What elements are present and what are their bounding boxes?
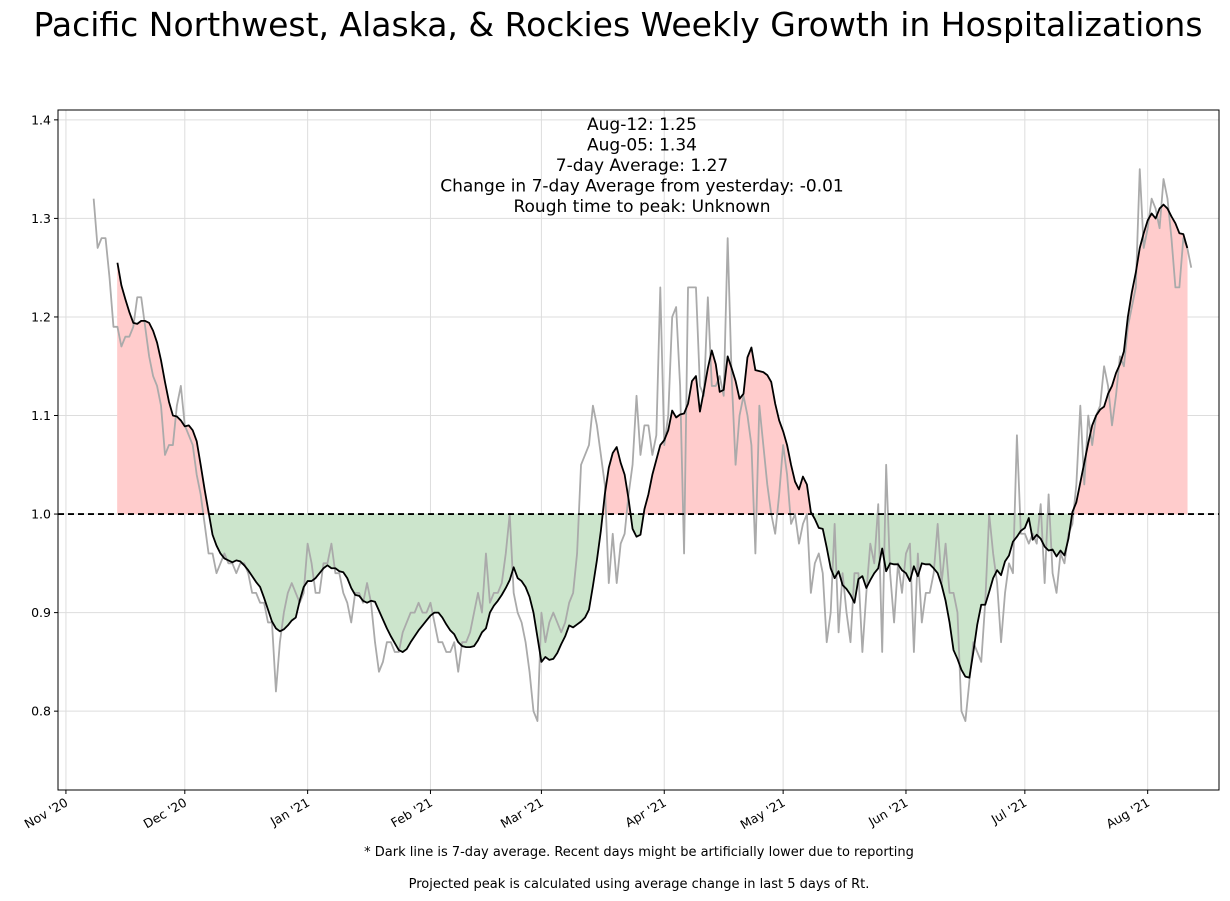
annotation-line: Rough time to peak: Unknown	[513, 197, 770, 217]
y-tick-label: 1.0	[31, 507, 51, 522]
daily-line	[92, 168, 1193, 722]
fill-layer	[117, 204, 1188, 678]
x-tick-label: Dec '20	[141, 795, 190, 832]
chart-title: Pacific Northwest, Alaska, & Rockies Wee…	[33, 5, 1202, 44]
annotation-line: 7-day Average: 1.27	[556, 156, 728, 176]
x-tick-label: Jun '21	[865, 795, 910, 830]
x-tick-label: Jul '21	[988, 795, 1030, 828]
footnote: * Dark line is 7-day average. Recent day…	[364, 845, 914, 860]
y-tick-label: 0.8	[31, 704, 51, 719]
x-tick-label: Aug '21	[1103, 795, 1152, 832]
above-one-fill	[1071, 204, 1188, 515]
above-one-fill	[117, 262, 210, 515]
x-tick-label: Feb '21	[388, 795, 435, 831]
annotation-line: Aug-05: 1.34	[587, 136, 697, 156]
annotation-line: Aug-12: 1.25	[587, 115, 697, 135]
footnote-layer: * Dark line is 7-day average. Recent day…	[364, 845, 914, 892]
y-tick-label: 1.2	[31, 309, 51, 324]
x-tick-label: Apr '21	[622, 795, 668, 830]
x-tick-label: Jan '21	[267, 795, 312, 830]
footnote: Projected peak is calculated using avera…	[409, 877, 870, 892]
y-tick-label: 1.1	[31, 408, 51, 423]
x-tick-label: Mar '21	[498, 795, 546, 831]
y-tick-label: 0.9	[31, 605, 51, 620]
x-tick-label: May '21	[738, 795, 788, 833]
below-one-fill	[208, 513, 603, 663]
annotation-line: Change in 7-day Average from yesterday: …	[440, 177, 844, 197]
average-line	[116, 203, 1189, 679]
line-layer	[58, 168, 1219, 722]
y-tick-label: 1.3	[31, 211, 51, 226]
y-tick-label: 1.4	[31, 112, 51, 127]
plot-frame	[57, 109, 1220, 791]
x-tick-label: Nov '20	[22, 795, 71, 832]
